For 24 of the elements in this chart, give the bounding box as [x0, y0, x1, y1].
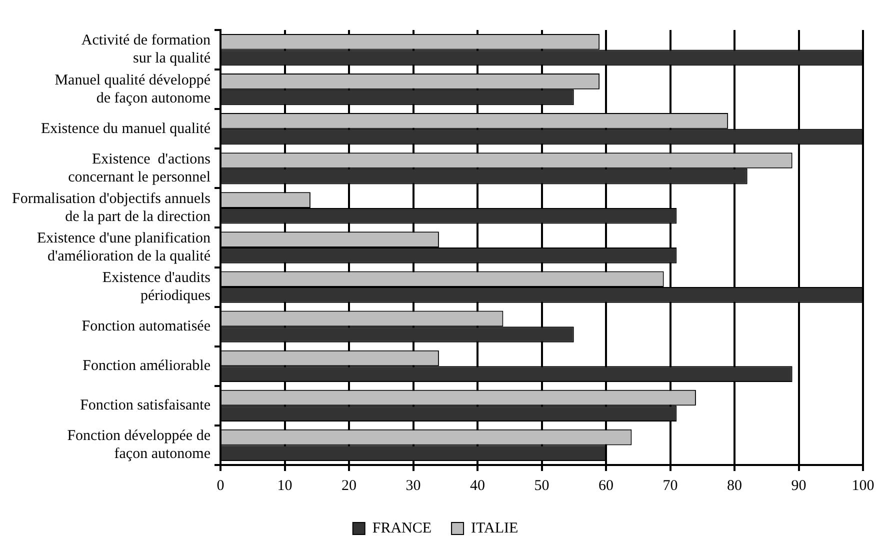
x-tick-label: 90: [791, 478, 806, 494]
x-tick-label: 10: [277, 478, 292, 494]
y-tick-label: Existence d'audits périodiques: [102, 270, 211, 304]
legend-label: FRANCE: [372, 520, 432, 536]
y-tick-label: Existence d'actions concernant le personnel: [68, 151, 211, 186]
y-tick-label: Formalisation d'objectifs annuels de la part de la direction: [12, 190, 211, 225]
x-tick-label: 30: [406, 478, 421, 494]
x-tick-label: 0: [216, 478, 224, 494]
y-tick-label: Fonction développée de façon autonome: [67, 428, 211, 462]
x-tick-label: 20: [342, 478, 356, 494]
x-tick-label: 80: [727, 478, 742, 494]
y-tick-label: Fonction automatisée: [82, 318, 211, 335]
y-tick-label: Fonction améliorable: [82, 358, 211, 374]
y-tick-label: Activité de formation sur la qualité: [81, 32, 211, 67]
y-tick-label: Manuel qualité développé de façon autonome: [54, 72, 211, 106]
x-tick-label: 100: [852, 478, 874, 494]
legend-label: ITALIE: [471, 520, 518, 536]
x-tick-label: 40: [470, 478, 485, 494]
y-tick-label: Existence d'une planification d'amélioration de la qualité: [37, 230, 211, 264]
y-tick-label: Fonction satisfaisante: [80, 398, 211, 414]
x-tick-label: 50: [534, 478, 550, 494]
x-tick-label: 60: [598, 478, 614, 494]
x-tick-label: 70: [662, 478, 678, 494]
y-tick-label: Existence du manuel qualité: [40, 120, 211, 137]
